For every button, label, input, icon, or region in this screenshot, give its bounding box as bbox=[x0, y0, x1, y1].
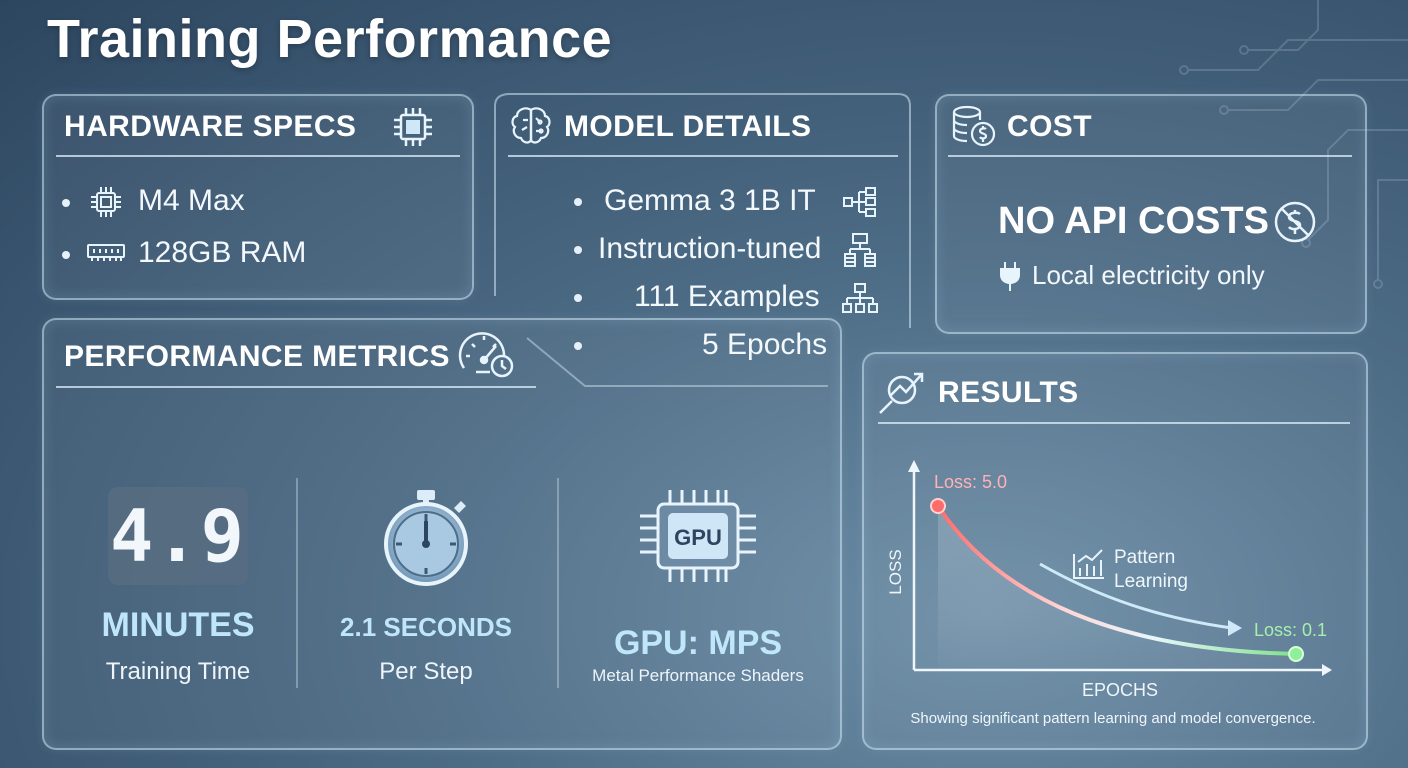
divider bbox=[557, 478, 559, 688]
hardware-heading: HARDWARE SPECS bbox=[64, 110, 357, 143]
time-value: 4.9 bbox=[109, 494, 247, 578]
hardware-rule bbox=[56, 155, 460, 157]
cost-heading: COST bbox=[1007, 110, 1092, 143]
loss-start-point bbox=[930, 498, 946, 514]
metrics-heading: PERFORMANCE METRICS bbox=[64, 340, 450, 373]
loss-end-label: Loss: 0.1 bbox=[1254, 620, 1328, 640]
loss-area bbox=[938, 506, 1296, 670]
time-unit: MINUTES bbox=[101, 606, 255, 644]
cost-note: Local electricity only bbox=[1032, 260, 1265, 290]
loss-curve bbox=[936, 504, 1297, 656]
brain-icon bbox=[511, 107, 551, 144]
x-axis-label: EPOCHS bbox=[1081, 680, 1159, 700]
node-tree-icon bbox=[843, 187, 876, 217]
ram-icon bbox=[87, 244, 125, 261]
loss-start-label: Loss: 5.0 bbox=[934, 472, 1008, 492]
divider bbox=[296, 478, 298, 688]
results-caption: Showing significant pattern learning and… bbox=[910, 710, 1316, 727]
speedometer-icon bbox=[458, 332, 514, 378]
chip-icon bbox=[394, 108, 432, 146]
model-rule bbox=[508, 155, 898, 157]
pattern-label: Pattern bbox=[1114, 547, 1176, 568]
chip-icon bbox=[91, 187, 121, 217]
bullet-dot bbox=[574, 246, 582, 254]
results-rule bbox=[878, 422, 1350, 424]
coins-icon bbox=[952, 105, 996, 147]
model-item: 111 Examples bbox=[634, 280, 820, 313]
time-display-box bbox=[108, 487, 248, 585]
hardware-item: 128GB RAM bbox=[138, 236, 307, 269]
gpu-chip-label: GPU bbox=[674, 525, 722, 550]
stopwatch-icon bbox=[384, 490, 468, 586]
model-heading: MODEL DETAILS bbox=[564, 110, 812, 143]
circuit-decoration bbox=[1179, 0, 1408, 289]
loss-end-point bbox=[1288, 646, 1304, 662]
results-heading: RESULTS bbox=[938, 376, 1079, 409]
cost-headline: NO API COSTS bbox=[998, 200, 1269, 242]
bar-chart-icon bbox=[1073, 549, 1104, 579]
model-item: Instruction-tuned bbox=[598, 232, 822, 265]
gpu-value: GPU: MPS bbox=[613, 624, 783, 662]
bullet-dot bbox=[574, 342, 582, 350]
model-item: 5 Epochs bbox=[702, 328, 828, 361]
metrics-rule bbox=[56, 386, 536, 388]
y-axis-label: LOSS bbox=[886, 549, 905, 595]
cost-rule bbox=[948, 155, 1352, 157]
bullet-dot bbox=[574, 294, 582, 302]
analytics-magnifier-icon bbox=[879, 372, 924, 414]
trend-arrow bbox=[1039, 562, 1233, 630]
no-money-icon bbox=[1274, 201, 1316, 243]
hierarchy-icon bbox=[844, 233, 876, 267]
pattern-label: Learning bbox=[1114, 571, 1188, 592]
time-label: Training Time bbox=[105, 658, 251, 685]
org-chart-icon bbox=[842, 283, 878, 313]
gpu-label: Metal Performance Shaders bbox=[592, 666, 804, 685]
model-item: Gemma 3 1B IT bbox=[604, 184, 816, 217]
bullet-dot bbox=[574, 198, 582, 206]
page-title: Training Performance bbox=[47, 9, 613, 69]
hardware-item: M4 Max bbox=[138, 184, 245, 217]
step-label: Per Step bbox=[379, 658, 473, 685]
gpu-chip-icon bbox=[640, 490, 756, 582]
plug-icon bbox=[1000, 262, 1020, 291]
step-value: 2.1 SECONDS bbox=[340, 612, 512, 642]
bullet-dot bbox=[62, 199, 70, 207]
bullet-dot bbox=[62, 251, 70, 259]
